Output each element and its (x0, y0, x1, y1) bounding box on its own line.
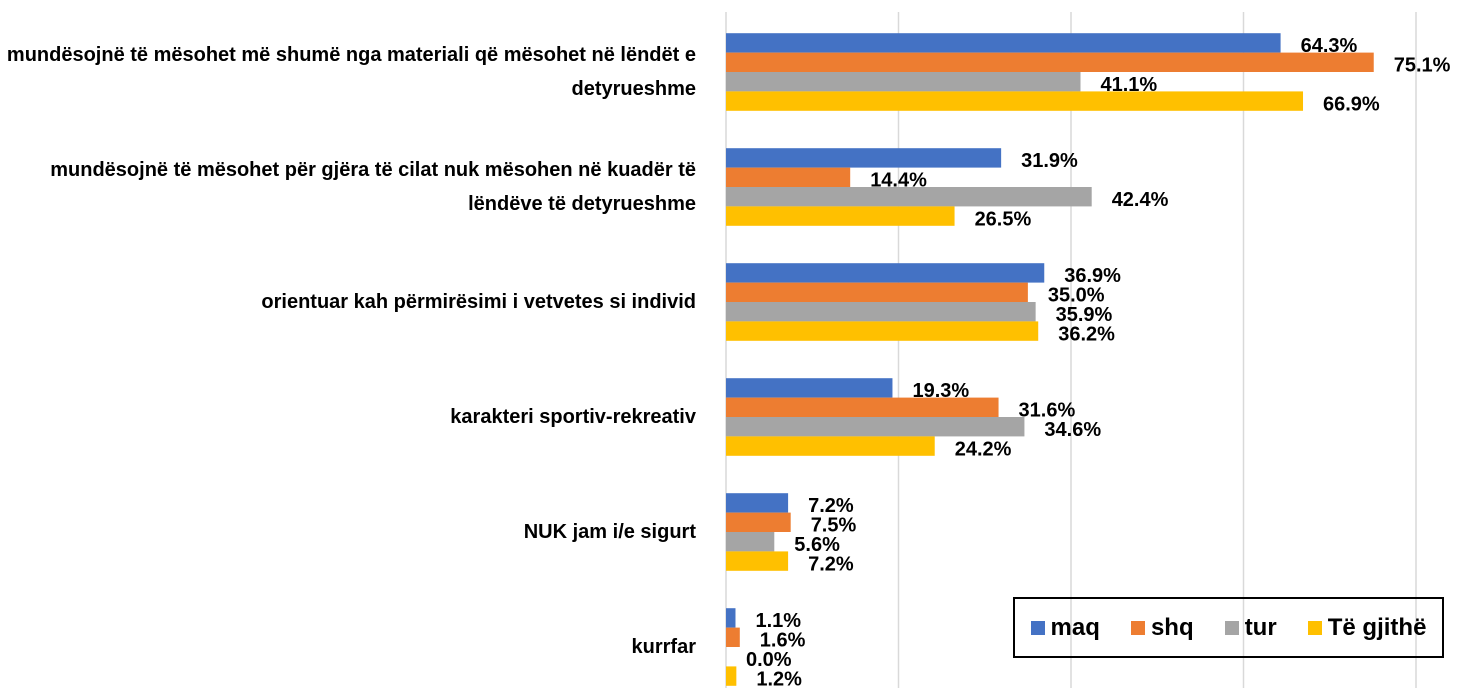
value-label: 7.5% (811, 515, 857, 537)
value-label: 42.4% (1112, 189, 1169, 211)
bar (726, 512, 791, 532)
value-label: 31.6% (1019, 400, 1076, 422)
legend-item: tur (1224, 613, 1277, 642)
bar (726, 321, 1039, 341)
value-label: 41.1% (1100, 74, 1157, 96)
legend: maq shq tur Të gjithë (1013, 597, 1444, 658)
bar (726, 206, 955, 226)
bar (726, 627, 740, 647)
legend-swatch (1224, 620, 1239, 635)
bar (726, 378, 893, 398)
value-label: 1.2% (756, 668, 802, 690)
value-label: 31.9% (1021, 150, 1078, 172)
legend-label: Të gjithë (1327, 613, 1427, 641)
bar (726, 436, 935, 456)
value-label: 1.6% (760, 630, 806, 652)
value-label: 1.1% (755, 610, 801, 632)
value-label: 64.3% (1301, 35, 1358, 57)
value-label: 0.0% (746, 649, 792, 671)
category-label: mundësojnë të mësohet për gjëra të cilat… (50, 159, 696, 215)
bar (726, 263, 1045, 283)
legend-label: shq (1150, 613, 1194, 641)
bar (726, 493, 789, 513)
bar (726, 167, 851, 187)
legend-item: Të gjithë (1307, 613, 1427, 642)
category-label: orientuar kah përmirësimi i vetvetes si … (261, 291, 696, 313)
value-label: 36.2% (1058, 323, 1115, 345)
bar (726, 551, 789, 571)
legend-swatch (1030, 620, 1045, 635)
bar (726, 52, 1374, 72)
bar (726, 532, 775, 552)
legend-swatch (1130, 620, 1145, 635)
legend-item: shq (1130, 613, 1194, 642)
category-label: mundësojnë të mësohet më shumë nga mater… (6, 44, 696, 100)
category-label: karakteri sportiv-rekreativ (450, 406, 696, 428)
value-label: 34.6% (1044, 419, 1101, 441)
value-label: 14.4% (870, 170, 927, 192)
value-label: 66.9% (1323, 93, 1380, 115)
value-label: 35.9% (1056, 304, 1113, 326)
value-label: 24.2% (955, 438, 1012, 460)
value-label: 35.0% (1048, 285, 1105, 307)
legend-item: maq (1030, 613, 1100, 642)
legend-swatch (1307, 620, 1322, 635)
category-label: kurrfar (631, 636, 696, 658)
bar (726, 417, 1025, 437)
value-label: 19.3% (912, 380, 969, 402)
bar (726, 302, 1036, 322)
bar (726, 72, 1081, 92)
category-label: NUK jam i/e sigurt (523, 521, 696, 543)
value-label: 26.5% (975, 208, 1032, 230)
bar (726, 148, 1002, 168)
legend-label: maq (1050, 613, 1100, 641)
bar (726, 187, 1092, 207)
bar (726, 397, 999, 417)
value-label: 75.1% (1394, 55, 1451, 77)
bar (726, 91, 1304, 111)
bar (726, 608, 736, 628)
value-label: 7.2% (808, 553, 854, 575)
bar (726, 666, 737, 686)
bar (726, 282, 1028, 302)
bar (726, 33, 1281, 53)
legend-label: tur (1244, 613, 1277, 641)
value-label: 36.9% (1064, 265, 1121, 287)
value-label: 5.6% (794, 534, 840, 556)
value-label: 7.2% (808, 495, 854, 517)
